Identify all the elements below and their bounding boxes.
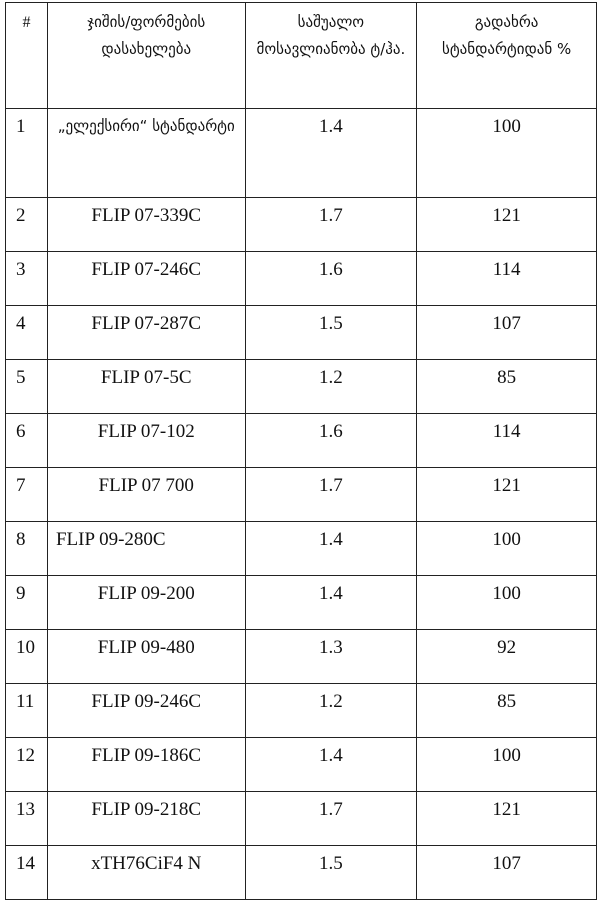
average-yield: 1.4 — [244, 108, 418, 198]
table-row: 14 xTH76CiF4 N 1.5 107 — [5, 845, 597, 900]
deviation-percent: 121 — [416, 467, 597, 522]
table-row: 1 „ელექსირი“ სტანდარტი 1.4 100 — [5, 108, 597, 198]
table-row: 4 FLIP 07-287C 1.5 107 — [5, 305, 597, 360]
row-number: 1 — [5, 108, 48, 198]
row-number: 13 — [5, 791, 48, 846]
variety-name: FLIP 09-200 — [46, 575, 246, 630]
table-row: 5 FLIP 07-5C 1.2 85 — [5, 359, 597, 414]
variety-name: FLIP 07 700 — [46, 467, 246, 522]
row-number: 5 — [5, 359, 48, 414]
average-yield: 1.7 — [244, 467, 418, 522]
deviation-percent: 114 — [416, 413, 597, 468]
table-row: 10 FLIP 09-480 1.3 92 — [5, 629, 597, 684]
table-row: 7 FLIP 07 700 1.7 121 — [5, 467, 597, 522]
header-variety-name: ჯიშის/ფორმების დასახელება — [46, 2, 246, 109]
row-number: 7 — [5, 467, 48, 522]
deviation-percent: 100 — [416, 575, 597, 630]
row-number: 11 — [5, 683, 48, 738]
header-average-yield: საშუალო მოსავლიანობა ტ/ჰა. — [244, 2, 418, 109]
header-row: # ჯიშის/ფორმების დასახელება საშუალო მოსა… — [5, 2, 597, 109]
row-number: 6 — [5, 413, 48, 468]
average-yield: 1.6 — [244, 413, 418, 468]
average-yield: 1.5 — [244, 845, 418, 900]
average-yield: 1.2 — [244, 683, 418, 738]
deviation-percent: 107 — [416, 845, 597, 900]
deviation-percent: 100 — [416, 108, 597, 198]
variety-name: FLIP 07-339C — [46, 197, 246, 252]
deviation-percent: 114 — [416, 251, 597, 306]
row-number: 2 — [5, 197, 48, 252]
average-yield: 1.4 — [244, 575, 418, 630]
variety-name: FLIP 09-186C — [46, 737, 246, 792]
deviation-percent: 85 — [416, 683, 597, 738]
variety-name: FLIP 07-246C — [46, 251, 246, 306]
table-row: 6 FLIP 07-102 1.6 114 — [5, 413, 597, 468]
average-yield: 1.7 — [244, 197, 418, 252]
average-yield: 1.7 — [244, 791, 418, 846]
variety-name: FLIP 09-218C — [46, 791, 246, 846]
variety-name: FLIP 07-5C — [46, 359, 246, 414]
row-number: 10 — [5, 629, 48, 684]
table-row: 13 FLIP 09-218C 1.7 121 — [5, 791, 597, 846]
table-row: 2 FLIP 07-339C 1.7 121 — [5, 197, 597, 252]
variety-name: FLIP 07-287C — [46, 305, 246, 360]
variety-name: FLIP 09-480 — [46, 629, 246, 684]
deviation-percent: 121 — [416, 197, 597, 252]
average-yield: 1.4 — [244, 521, 418, 576]
deviation-percent: 100 — [416, 521, 597, 576]
row-number: 4 — [5, 305, 48, 360]
table-row: 9 FLIP 09-200 1.4 100 — [5, 575, 597, 630]
variety-name: FLIP 09-280C — [46, 521, 246, 576]
average-yield: 1.3 — [244, 629, 418, 684]
average-yield: 1.4 — [244, 737, 418, 792]
deviation-percent: 100 — [416, 737, 597, 792]
variety-name: xTH76CiF4 N — [46, 845, 246, 900]
row-number: 14 — [5, 845, 48, 900]
table-row: 11 FLIP 09-246C 1.2 85 — [5, 683, 597, 738]
row-number: 12 — [5, 737, 48, 792]
row-number: 3 — [5, 251, 48, 306]
deviation-percent: 92 — [416, 629, 597, 684]
deviation-percent: 85 — [416, 359, 597, 414]
table-row: 8 FLIP 09-280C 1.4 100 — [5, 521, 597, 576]
row-number: 8 — [5, 521, 48, 576]
variety-name: FLIP 09-246C — [46, 683, 246, 738]
average-yield: 1.5 — [244, 305, 418, 360]
deviation-percent: 121 — [416, 791, 597, 846]
average-yield: 1.6 — [244, 251, 418, 306]
deviation-percent: 107 — [416, 305, 597, 360]
table-row: 3 FLIP 07-246C 1.6 114 — [5, 251, 597, 306]
row-number: 9 — [5, 575, 48, 630]
table-row: 12 FLIP 09-186C 1.4 100 — [5, 737, 597, 792]
average-yield: 1.2 — [244, 359, 418, 414]
yield-table: # ჯიშის/ფორმების დასახელება საშუალო მოსა… — [5, 2, 597, 900]
header-number: # — [5, 2, 48, 109]
variety-name: FLIP 07-102 — [46, 413, 246, 468]
header-deviation: გადახრა სტანდარტიდან % — [416, 2, 597, 109]
variety-name: „ელექსირი“ სტანდარტი — [46, 108, 246, 198]
